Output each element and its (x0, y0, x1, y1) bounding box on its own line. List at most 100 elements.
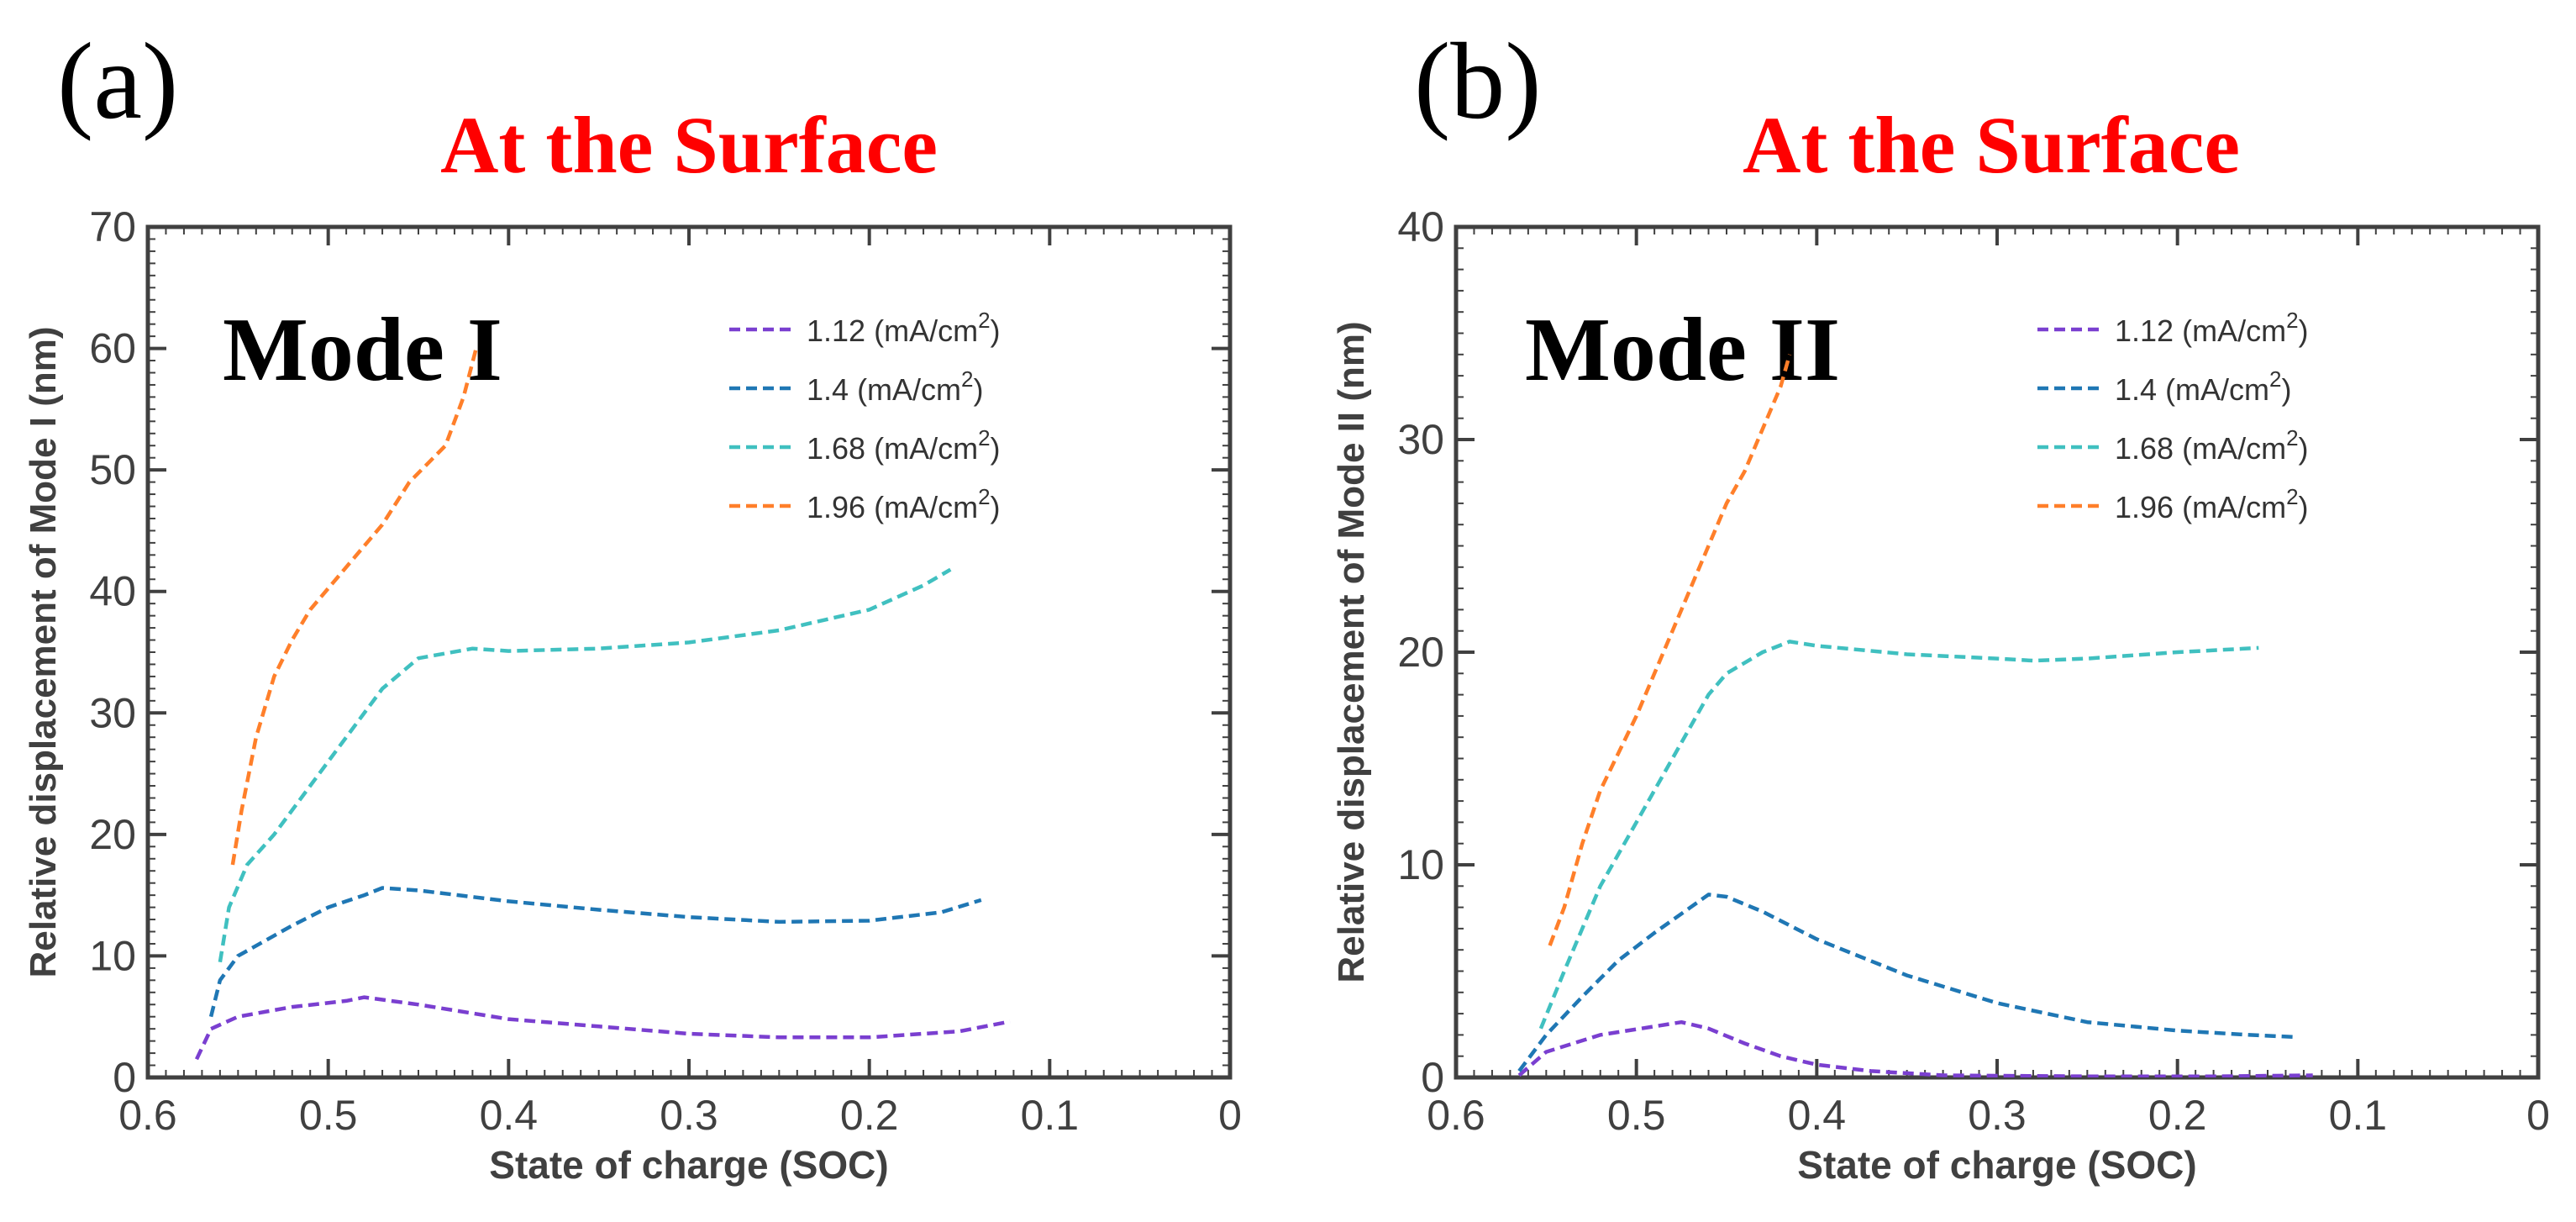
x-axis-label: State of charge (SOC) (1797, 1143, 2196, 1187)
x-tick-label: 0.3 (660, 1092, 718, 1139)
panel-letter: (a) (57, 21, 178, 142)
legend: 1.12 (mA/cm2)1.4 (mA/cm2)1.68 (mA/cm2)1.… (729, 308, 1001, 524)
x-tick-label: 0.5 (1607, 1092, 1666, 1139)
legend-entry: 1.68 (mA/cm2) (2115, 425, 2309, 466)
panel-letter: (b) (1414, 21, 1542, 142)
series-line-1-12 (194, 995, 1011, 1061)
y-tick-label: 70 (89, 203, 136, 250)
series-lines (1517, 354, 2313, 1077)
x-tick-label: 0.2 (840, 1092, 899, 1139)
mode-annotation: Mode II (1525, 300, 1840, 400)
legend-name: 1.4 (807, 372, 849, 407)
legend-close: ) (2299, 431, 2309, 466)
legend-unit: (mA/cm (874, 431, 978, 466)
legend-sup: 2 (2286, 425, 2298, 450)
legend-entry: 1.4 (mA/cm2) (807, 366, 984, 407)
x-tick-label: 0.4 (480, 1092, 539, 1139)
y-tick-label: 10 (1397, 841, 1444, 888)
x-tick-label: 0.1 (1021, 1092, 1080, 1139)
legend-space (865, 313, 874, 348)
series-line-1-4 (208, 886, 982, 1018)
legend-space (2174, 490, 2182, 524)
y-tick-label: 30 (1397, 416, 1444, 463)
legend-space (2174, 431, 2182, 466)
legend-space (865, 431, 874, 466)
series-line-1-96 (230, 348, 478, 866)
y-axis-label: Relative displacement of Mode I (nm) (23, 326, 64, 977)
legend-name: 1.4 (2115, 372, 2157, 407)
plot-frame (1454, 224, 2541, 1080)
y-tick-label: 10 (89, 932, 136, 979)
legend-unit: (mA/cm (2182, 313, 2286, 348)
legend-name: 1.68 (2115, 431, 2174, 466)
legend-close: ) (974, 372, 984, 407)
legend-unit: (mA/cm (857, 372, 961, 407)
legend-entry: 1.12 (mA/cm2) (807, 308, 1001, 348)
legend-sup: 2 (961, 366, 973, 392)
x-tick-label: 0 (2526, 1092, 2550, 1139)
y-tick-label: 0 (113, 1054, 136, 1101)
y-tick-label: 40 (89, 568, 136, 615)
legend-unit: (mA/cm (874, 490, 978, 524)
legend-name: 1.68 (807, 431, 865, 466)
y-tick-label: 50 (89, 446, 136, 493)
series-line-1-12 (1517, 1019, 2313, 1077)
legend-close: ) (991, 431, 1001, 466)
legend-unit: (mA/cm (2182, 490, 2286, 524)
legend-entry: 1.4 (mA/cm2) (2115, 366, 2292, 407)
legend-space (849, 372, 857, 407)
series-line-1-4 (1517, 893, 2295, 1072)
y-tick-label: 30 (89, 689, 136, 736)
legend-sup: 2 (978, 308, 990, 333)
legend-close: ) (991, 490, 1001, 524)
x-tick-label: 0.5 (299, 1092, 358, 1139)
x-tick-label: 0.3 (1968, 1092, 2027, 1139)
legend-name: 1.96 (2115, 490, 2174, 524)
series-line-1-68 (1538, 640, 2259, 1030)
legend-entry: 1.68 (mA/cm2) (807, 425, 1001, 466)
y-tick-label: 40 (1397, 203, 1444, 250)
legend-entry: 1.12 (mA/cm2) (2115, 308, 2309, 348)
series-lines (194, 348, 1011, 1061)
legend-unit: (mA/cm (2182, 431, 2286, 466)
panel-title: At the Surface (440, 100, 938, 190)
y-tick-label: 20 (1397, 629, 1444, 676)
legend-unit: (mA/cm (2165, 372, 2269, 407)
x-axis-label: State of charge (SOC) (489, 1143, 888, 1187)
plot-frame (145, 224, 1233, 1080)
legend-space (865, 490, 874, 524)
legend-sup: 2 (2286, 308, 2298, 333)
legend-entry: 1.96 (mA/cm2) (807, 484, 1001, 524)
legend-close: ) (2299, 313, 2309, 348)
panel-b: 0.6 0.5 0.4 0.3 0.2 0.1 0 0 10 20 30 40 State of cha… (1331, 21, 2550, 1187)
x-tick-label: 0 (1218, 1092, 1242, 1139)
mode-annotation: Mode I (223, 300, 502, 400)
legend-close: ) (991, 313, 1001, 348)
panel-title: At the Surface (1743, 100, 2240, 190)
minor-ticks (147, 226, 1231, 1078)
legend: 1.12 (mA/cm2)1.4 (mA/cm2)1.68 (mA/cm2)1.… (2037, 308, 2309, 524)
y-tick-label: 60 (89, 325, 136, 372)
legend-sup: 2 (978, 425, 990, 450)
legend-name: 1.12 (807, 313, 865, 348)
legend-close: ) (2299, 490, 2309, 524)
panel-a: 0.6 0.5 0.4 0.3 0.2 0.1 0 0 10 20 30 40 50 60 70 State … (23, 21, 1242, 1187)
legend-close: ) (2282, 372, 2292, 407)
x-tick-label: 0.1 (2329, 1092, 2388, 1139)
x-tick-label: 0.6 (118, 1092, 177, 1139)
legend-sup: 2 (978, 484, 990, 509)
x-tick-label: 0.4 (1788, 1092, 1847, 1139)
series-line-1-68 (218, 567, 952, 963)
x-tick-label: 0.6 (1427, 1092, 1485, 1139)
y-axis-label: Relative displacement of Mode II (nm) (1331, 321, 1372, 982)
legend-space (2157, 372, 2165, 407)
legend-entry: 1.96 (mA/cm2) (2115, 484, 2309, 524)
x-tick-label: 0.2 (2148, 1092, 2207, 1139)
legend-space (2174, 313, 2182, 348)
legend-name: 1.96 (807, 490, 865, 524)
y-tick-label: 20 (89, 811, 136, 858)
legend-name: 1.12 (2115, 313, 2174, 348)
legend-sup: 2 (2286, 484, 2298, 509)
minor-ticks (1455, 226, 2539, 1078)
